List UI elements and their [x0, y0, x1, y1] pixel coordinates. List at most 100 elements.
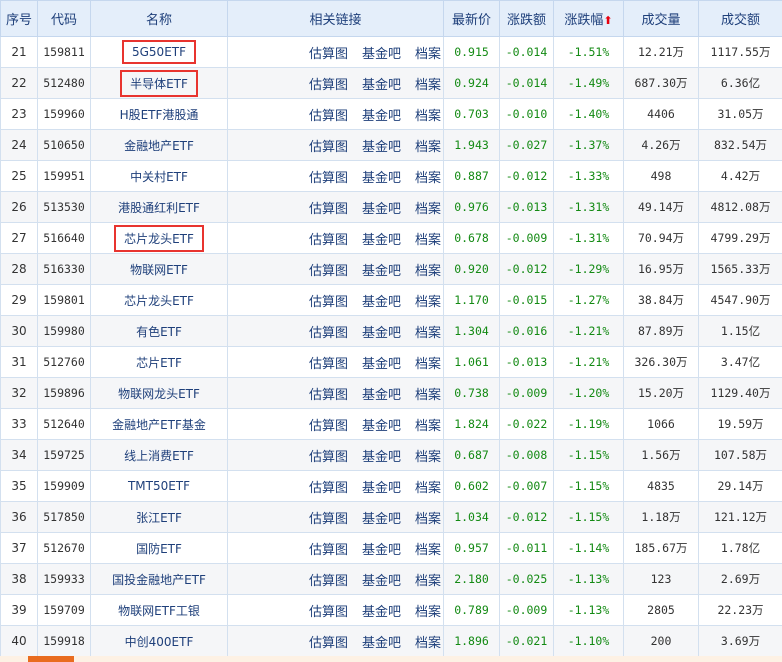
fund-profile-link[interactable]: 档案: [414, 387, 441, 403]
fund-name-link[interactable]: 金融地产ETF: [124, 138, 194, 153]
fund-code[interactable]: 159896: [37, 377, 91, 409]
header-volume[interactable]: 成交量: [623, 0, 699, 37]
fund-forum-link[interactable]: 基金吧: [361, 635, 401, 651]
header-price[interactable]: 最新价: [443, 0, 500, 37]
fund-forum-link[interactable]: 基金吧: [361, 46, 401, 62]
fund-profile-link[interactable]: 档案: [414, 325, 441, 341]
fund-profile-link[interactable]: 档案: [414, 604, 441, 620]
fund-forum-link[interactable]: 基金吧: [361, 542, 401, 558]
fund-forum-link[interactable]: 基金吧: [361, 573, 401, 589]
fund-forum-link[interactable]: 基金吧: [361, 356, 401, 372]
fund-profile-link[interactable]: 档案: [414, 108, 441, 124]
fund-name-link[interactable]: 物联网ETF: [130, 262, 188, 277]
pagination-active-tab[interactable]: [28, 656, 74, 662]
fund-code[interactable]: 512670: [37, 532, 91, 564]
fund-forum-link[interactable]: 基金吧: [361, 77, 401, 93]
fund-forum-link[interactable]: 基金吧: [361, 170, 401, 186]
fund-code[interactable]: 159960: [37, 98, 91, 130]
header-code[interactable]: 代码: [37, 0, 91, 37]
fund-forum-link[interactable]: 基金吧: [361, 480, 401, 496]
fund-code[interactable]: 159811: [37, 36, 91, 68]
fund-forum-link[interactable]: 基金吧: [361, 263, 401, 279]
fund-code[interactable]: 159725: [37, 439, 91, 471]
fund-profile-link[interactable]: 档案: [414, 573, 441, 589]
fund-profile-link[interactable]: 档案: [414, 294, 441, 310]
header-change[interactable]: 涨跌额: [499, 0, 554, 37]
fund-profile-link[interactable]: 档案: [414, 46, 441, 62]
fund-code[interactable]: 159709: [37, 594, 91, 626]
estimate-chart-link[interactable]: 估算图: [308, 387, 348, 403]
fund-name-link[interactable]: 金融地产ETF基金: [112, 417, 206, 432]
fund-code[interactable]: 159933: [37, 563, 91, 595]
fund-code[interactable]: 510650: [37, 129, 91, 161]
estimate-chart-link[interactable]: 估算图: [308, 604, 348, 620]
fund-name-link[interactable]: H股ETF港股通: [119, 107, 199, 122]
fund-name-link[interactable]: 中关村ETF: [130, 169, 188, 184]
fund-profile-link[interactable]: 档案: [414, 418, 441, 434]
estimate-chart-link[interactable]: 估算图: [308, 511, 348, 527]
fund-name-link[interactable]: 线上消费ETF: [124, 448, 194, 463]
fund-profile-link[interactable]: 档案: [414, 77, 441, 93]
fund-name-link[interactable]: 物联网龙头ETF: [118, 386, 200, 401]
fund-profile-link[interactable]: 档案: [414, 449, 441, 465]
fund-forum-link[interactable]: 基金吧: [361, 604, 401, 620]
fund-code[interactable]: 159801: [37, 284, 91, 316]
estimate-chart-link[interactable]: 估算图: [308, 635, 348, 651]
estimate-chart-link[interactable]: 估算图: [308, 542, 348, 558]
fund-code[interactable]: 512760: [37, 346, 91, 378]
header-amount[interactable]: 成交额: [698, 0, 782, 37]
estimate-chart-link[interactable]: 估算图: [308, 232, 348, 248]
estimate-chart-link[interactable]: 估算图: [308, 480, 348, 496]
fund-name-link[interactable]: 物联网ETF工银: [118, 603, 200, 618]
estimate-chart-link[interactable]: 估算图: [308, 418, 348, 434]
fund-forum-link[interactable]: 基金吧: [361, 418, 401, 434]
header-change-pct[interactable]: 涨跌幅⬆: [553, 0, 624, 37]
fund-code[interactable]: 159909: [37, 470, 91, 502]
fund-profile-link[interactable]: 档案: [414, 232, 441, 248]
fund-name-link[interactable]: 芯片龙头ETF: [124, 293, 194, 308]
fund-name-link[interactable]: 国投金融地产ETF: [112, 572, 206, 587]
fund-name-link[interactable]: 张江ETF: [136, 510, 182, 525]
fund-profile-link[interactable]: 档案: [414, 511, 441, 527]
fund-name-link[interactable]: 芯片龙头ETF: [114, 224, 204, 252]
fund-profile-link[interactable]: 档案: [414, 139, 441, 155]
estimate-chart-link[interactable]: 估算图: [308, 108, 348, 124]
fund-forum-link[interactable]: 基金吧: [361, 387, 401, 403]
fund-code[interactable]: 516330: [37, 253, 91, 285]
estimate-chart-link[interactable]: 估算图: [308, 356, 348, 372]
fund-name-link[interactable]: 港股通红利ETF: [118, 200, 200, 215]
header-name[interactable]: 名称: [90, 0, 228, 37]
fund-forum-link[interactable]: 基金吧: [361, 232, 401, 248]
fund-code[interactable]: 516640: [37, 222, 91, 254]
estimate-chart-link[interactable]: 估算图: [308, 201, 348, 217]
fund-name-link[interactable]: 芯片ETF: [136, 355, 182, 370]
estimate-chart-link[interactable]: 估算图: [308, 46, 348, 62]
fund-profile-link[interactable]: 档案: [414, 356, 441, 372]
fund-forum-link[interactable]: 基金吧: [361, 449, 401, 465]
fund-code[interactable]: 512480: [37, 67, 91, 99]
fund-forum-link[interactable]: 基金吧: [361, 294, 401, 310]
fund-name-link[interactable]: 有色ETF: [136, 324, 182, 339]
fund-forum-link[interactable]: 基金吧: [361, 325, 401, 341]
estimate-chart-link[interactable]: 估算图: [308, 77, 348, 93]
fund-code[interactable]: 517850: [37, 501, 91, 533]
estimate-chart-link[interactable]: 估算图: [308, 139, 348, 155]
fund-code[interactable]: 159951: [37, 160, 91, 192]
fund-forum-link[interactable]: 基金吧: [361, 108, 401, 124]
estimate-chart-link[interactable]: 估算图: [308, 325, 348, 341]
estimate-chart-link[interactable]: 估算图: [308, 170, 348, 186]
fund-forum-link[interactable]: 基金吧: [361, 511, 401, 527]
estimate-chart-link[interactable]: 估算图: [308, 449, 348, 465]
fund-code[interactable]: 159980: [37, 315, 91, 347]
fund-profile-link[interactable]: 档案: [414, 263, 441, 279]
fund-profile-link[interactable]: 档案: [414, 635, 441, 651]
header-index[interactable]: 序号: [0, 0, 38, 37]
fund-name-link[interactable]: 中创400ETF: [124, 634, 194, 649]
estimate-chart-link[interactable]: 估算图: [308, 263, 348, 279]
fund-profile-link[interactable]: 档案: [414, 170, 441, 186]
fund-forum-link[interactable]: 基金吧: [361, 139, 401, 155]
fund-code[interactable]: 159918: [37, 625, 91, 657]
fund-profile-link[interactable]: 档案: [414, 201, 441, 217]
fund-profile-link[interactable]: 档案: [414, 480, 441, 496]
fund-code[interactable]: 513530: [37, 191, 91, 223]
